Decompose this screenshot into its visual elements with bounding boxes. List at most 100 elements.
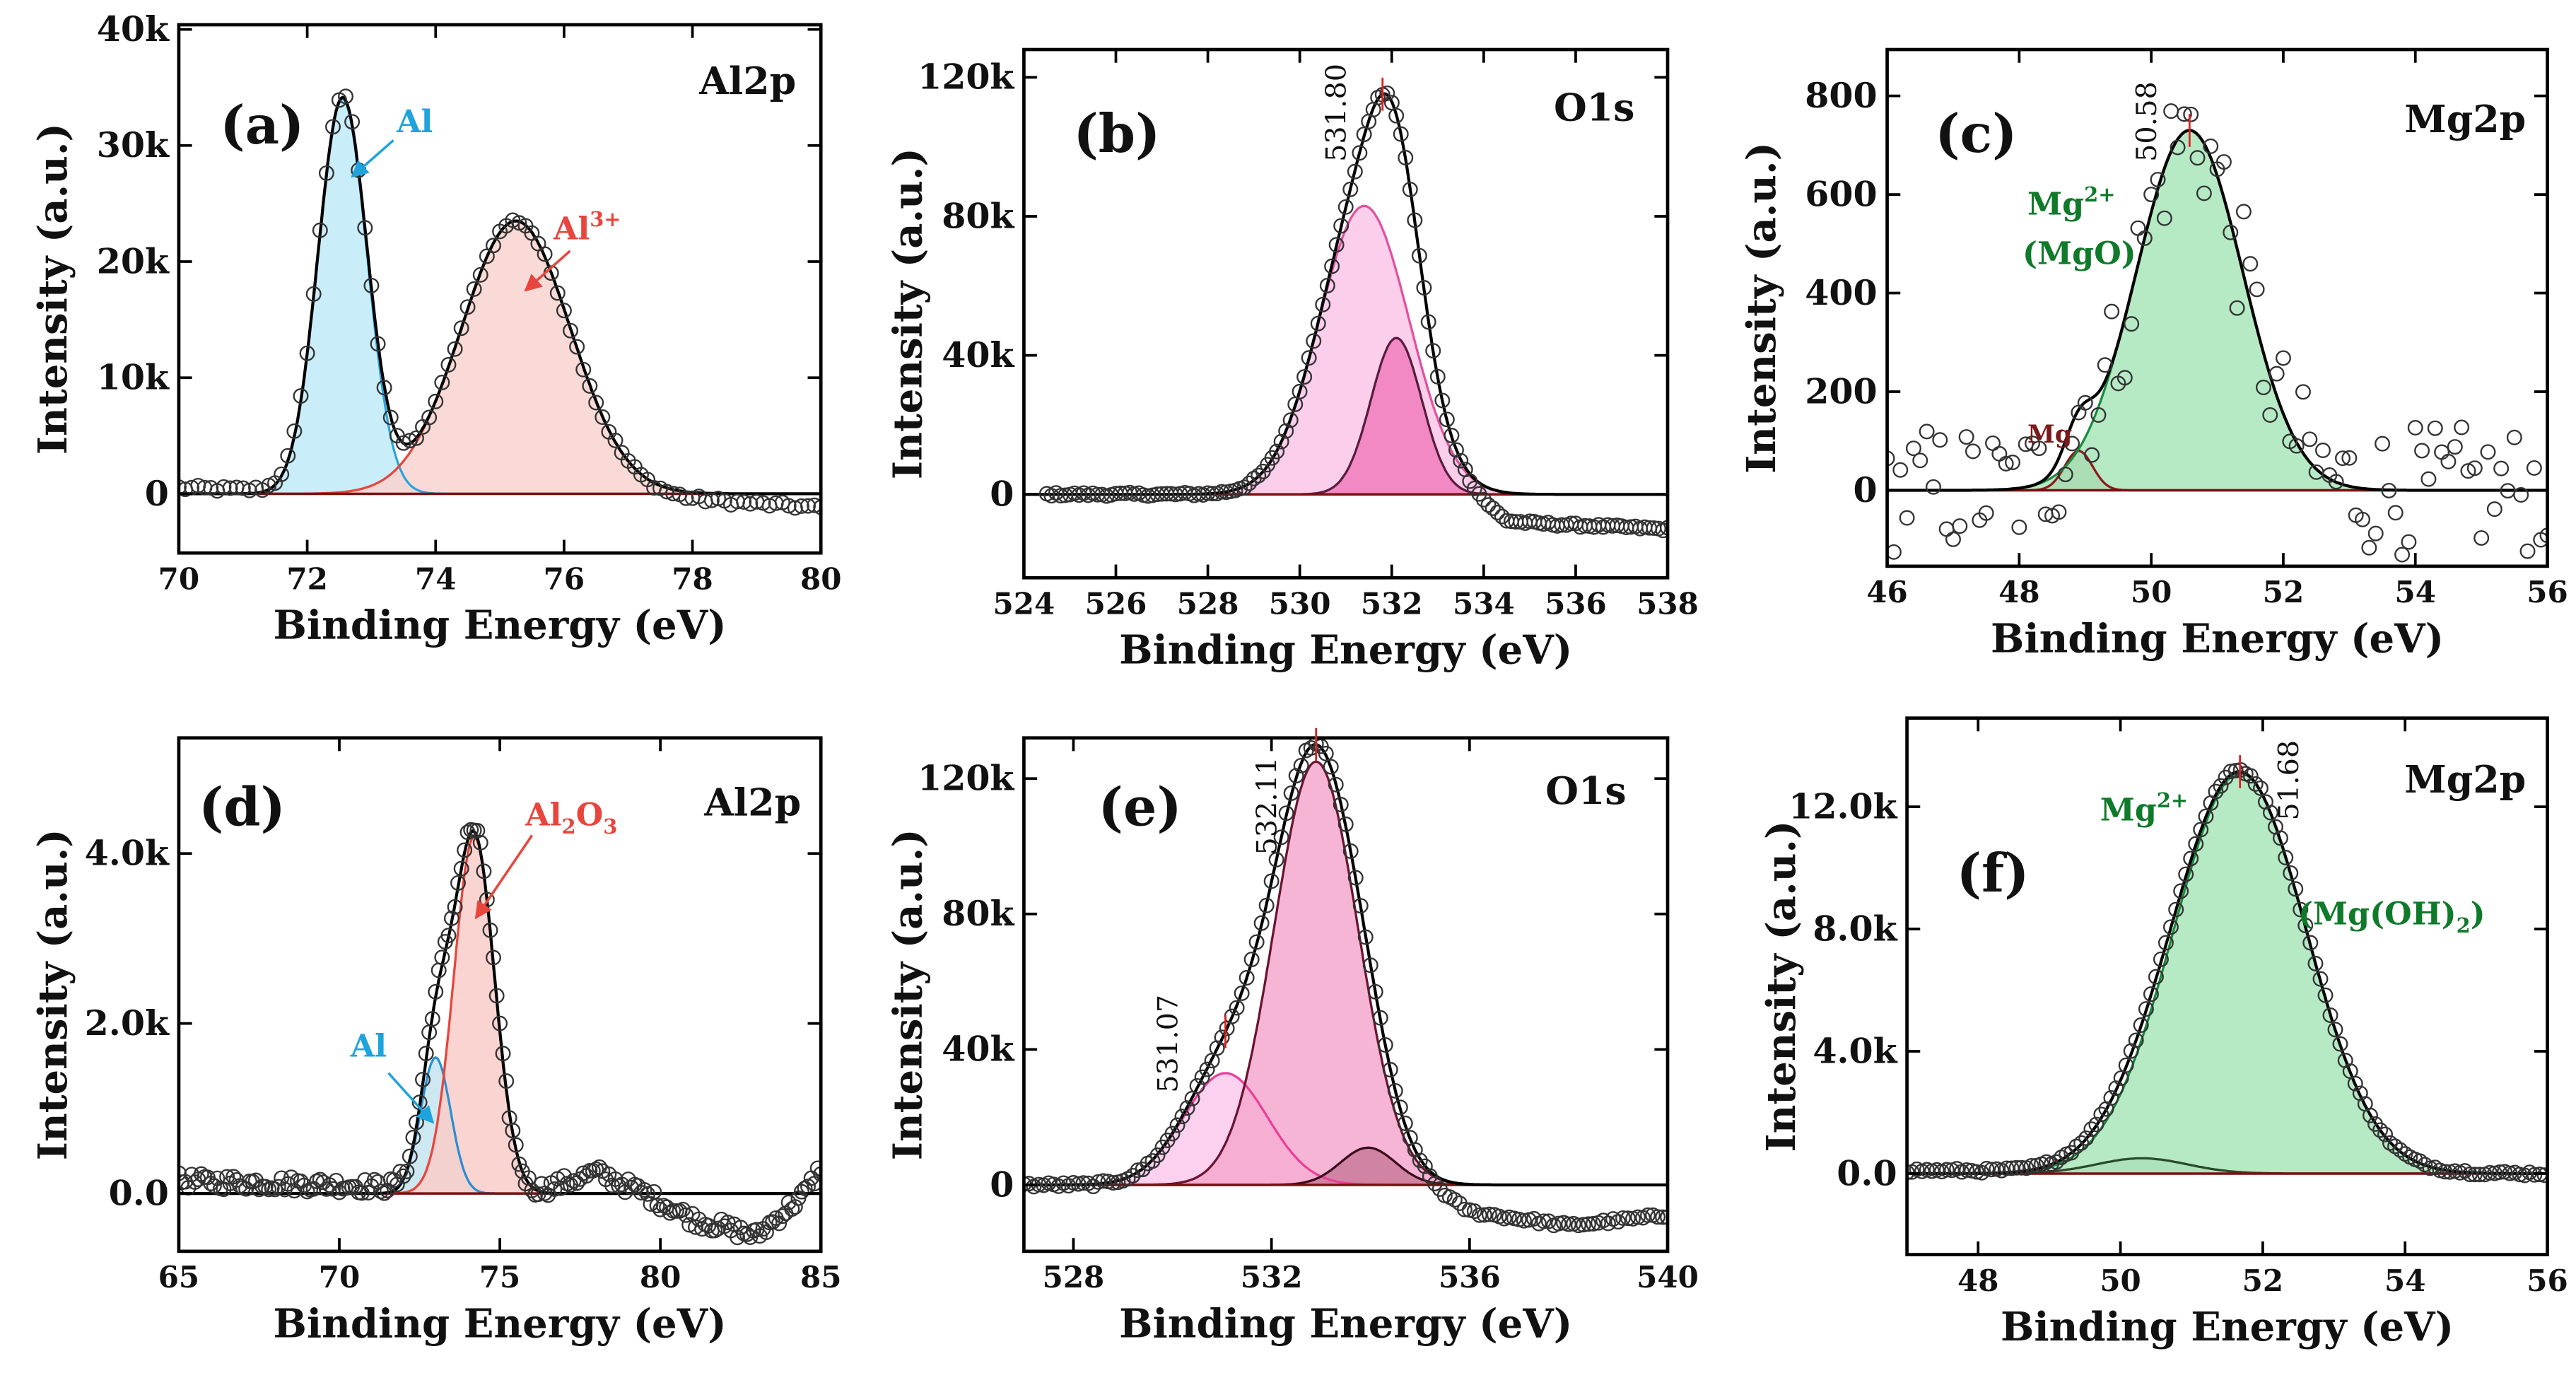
data-point <box>1959 1162 1975 1178</box>
y-tick-label: 30k <box>97 124 170 165</box>
x-tick-label: 56 <box>2527 1263 2568 1298</box>
data-point <box>459 824 476 841</box>
data-point <box>588 395 604 411</box>
data-point <box>476 863 492 879</box>
data-point <box>787 1199 803 1215</box>
x-tick-label: 74 <box>415 562 456 597</box>
data-point <box>1382 1062 1398 1078</box>
data-point <box>1393 126 1409 142</box>
data-point <box>344 114 361 130</box>
annotation-part: (Mg(OH) <box>2298 896 2457 933</box>
x-tick-label: 536 <box>1439 1260 1501 1295</box>
data-point <box>1630 1209 1646 1225</box>
data-point <box>2023 1157 2039 1174</box>
panel-e: 528 532 536 540 0 40k 80k 120k Binding Energy (e… <box>885 727 1699 1347</box>
y-tick-label: 10k <box>97 357 170 398</box>
data-point <box>2128 1032 2144 1048</box>
data-point <box>534 1176 550 1192</box>
data-point <box>2136 230 2153 246</box>
data-point <box>453 860 469 877</box>
axes-frame <box>1885 47 2549 568</box>
data-point <box>1575 1217 1591 1233</box>
data-point <box>2440 453 2457 469</box>
data-point <box>2417 1157 2433 1173</box>
data-point <box>1282 412 1299 428</box>
data-point <box>1189 1077 1205 1094</box>
component-annotation: Mg <box>2027 420 2072 449</box>
data-point <box>508 1137 524 1153</box>
data-point <box>1352 145 1368 161</box>
data-point <box>1998 1160 2015 1176</box>
data-point <box>1144 1153 1161 1169</box>
data-point <box>495 1046 511 1062</box>
data-point <box>1095 1173 1111 1189</box>
data-point <box>2512 1167 2528 1183</box>
data-point <box>2183 851 2199 867</box>
data-point <box>457 842 473 858</box>
x-tick-label: 70 <box>319 1260 360 1295</box>
data-point <box>1251 467 1267 484</box>
data-point <box>800 498 816 514</box>
data-point <box>1273 433 1289 450</box>
data-point <box>2235 204 2252 220</box>
data-point <box>1293 757 1309 773</box>
data-point <box>1387 1082 1403 1099</box>
data-point <box>2297 917 2314 933</box>
data-point <box>434 949 450 966</box>
y-tick-label: 12.0k <box>1788 785 1897 826</box>
data-point <box>1303 740 1319 756</box>
data-point <box>549 285 566 301</box>
data-point <box>1342 843 1359 859</box>
spectrum-title: O1s <box>1545 769 1626 813</box>
data-point <box>1301 350 1317 366</box>
y-tick-label: 40k <box>942 1029 1014 1070</box>
plot-area <box>1024 737 1668 1234</box>
data-point <box>2315 442 2331 458</box>
x-tick-label: 532 <box>1361 587 1423 621</box>
data-point <box>2242 768 2259 784</box>
data-point <box>392 1164 409 1180</box>
data-point <box>2143 986 2159 1003</box>
data-point <box>2480 444 2496 460</box>
data-point <box>2068 1138 2085 1155</box>
data-point <box>2341 450 2358 466</box>
data-point <box>1324 258 1340 274</box>
data-point <box>2223 224 2239 240</box>
component-fill-O1s-1 <box>1024 1073 1668 1186</box>
data-point <box>325 119 341 135</box>
data-point <box>2078 1130 2095 1146</box>
data-point <box>2073 1135 2090 1151</box>
panel-label: (c) <box>1935 103 2017 165</box>
data-point <box>1471 1207 1487 1223</box>
data-point <box>2093 1106 2109 1123</box>
data-point <box>1241 475 1258 491</box>
data-point <box>1352 898 1369 914</box>
data-point <box>1615 1210 1631 1226</box>
data-point <box>2003 1160 2020 1176</box>
data-point <box>1945 531 1961 547</box>
component-fill-O1s-1 <box>1024 206 1668 495</box>
data-point <box>216 479 232 495</box>
data-point <box>1174 1109 1190 1125</box>
data-point <box>1347 870 1364 886</box>
data-point <box>318 165 334 181</box>
annotation-part: Al <box>350 1027 387 1064</box>
data-point <box>2263 805 2278 821</box>
data-point <box>1485 500 1501 516</box>
data-point <box>1480 497 1497 513</box>
data-point <box>402 1148 418 1164</box>
annotation-part: Al <box>396 103 433 140</box>
data-point <box>1425 343 1441 359</box>
x-tick-label: 530 <box>1269 587 1331 621</box>
y-axis-label: Intensity (a.u.) <box>885 829 932 1160</box>
data-point <box>2124 316 2140 332</box>
data-point <box>2466 460 2483 477</box>
data-point <box>1560 1216 1576 1232</box>
panel-f: 48 50 52 54 56 0.0 4.0k 8.0k 12.0k Binding Energy… <box>1758 716 2568 1350</box>
data-point <box>2493 460 2510 477</box>
data-point <box>1416 280 1432 296</box>
data-point <box>2434 444 2450 460</box>
data-point <box>2088 1116 2104 1133</box>
annotation-part: 3+ <box>590 207 621 231</box>
data-point <box>809 1160 821 1176</box>
